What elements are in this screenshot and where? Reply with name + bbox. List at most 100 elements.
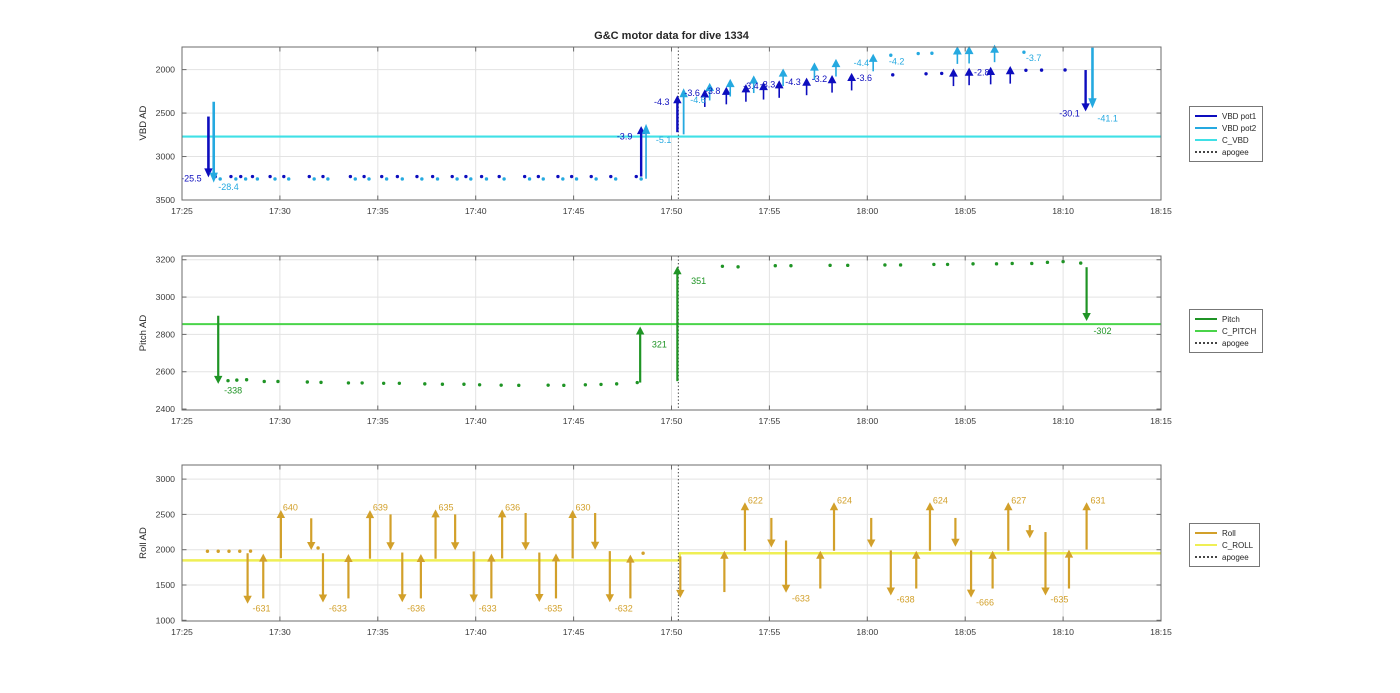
up-triangle-marker-pot1: [986, 66, 996, 75]
x-tick-label: 17:30: [269, 627, 291, 637]
data-dot-pitch: [583, 383, 588, 387]
annotation-label: -638: [897, 595, 915, 605]
move-arrow-head-roll: [276, 510, 286, 519]
annotation-label: 351: [691, 276, 706, 286]
legend-label: C_VBD: [1222, 135, 1249, 145]
move-arrow-head-pitch: [1082, 312, 1091, 321]
move-arrow-head-roll: [365, 510, 375, 519]
data-dot-pot2: [561, 177, 565, 181]
data-dot-pot1: [415, 174, 419, 179]
y-tick-label: 2000: [156, 65, 175, 75]
x-tick-label: 17:55: [759, 627, 781, 637]
vbd-plot: -25.5-28.4-3.9 -5.1-4.3-3.6-4.6-3.8 -3.4 -3…: [156, 44, 1172, 216]
move-arrow-head-roll: [344, 553, 353, 562]
legend-line-sample: [1195, 139, 1217, 141]
data-dot-pot2: [469, 177, 473, 181]
y-tick-label: 3500: [156, 195, 175, 205]
annotation-label: -338: [224, 385, 242, 395]
data-dot-pot1: [250, 174, 255, 179]
legend-line-sample: [1195, 318, 1217, 320]
move-arrow-head-roll: [867, 539, 876, 548]
x-tick-label: 18:05: [954, 416, 976, 426]
data-dot-pot1: [569, 174, 574, 179]
data-dot-pitch: [828, 263, 832, 268]
data-dot-pot1: [634, 174, 638, 179]
x-tick-label: 17:50: [661, 627, 683, 637]
chart-title: G&C motor data for dive 1334: [594, 30, 749, 42]
annotation-label: -41.1: [1097, 114, 1118, 124]
data-dot-pot2: [218, 177, 222, 181]
y-tick-label: 2400: [156, 404, 175, 414]
legend-item-apogee: apogee: [1195, 338, 1256, 348]
legend-line-sample: [1195, 342, 1217, 344]
data-dot-pot2: [916, 51, 920, 56]
pitch-legend: Pitch C_PITCH apogee: [1189, 309, 1264, 353]
data-dot-pitch: [381, 381, 386, 386]
data-dot-pitch: [1079, 261, 1083, 265]
data-dot-roll: [227, 549, 231, 553]
data-dot-roll: [641, 551, 645, 555]
annotation-label: -3.6: [684, 88, 700, 98]
move-arrow-head-roll: [386, 542, 395, 551]
legend-item-c-roll: C_ROLL: [1195, 540, 1253, 550]
move-arrow-head-roll: [767, 539, 776, 548]
annotation-label: -4.4: [854, 58, 870, 68]
data-dot-pitch: [945, 262, 950, 267]
x-tick-label: 17:45: [563, 416, 585, 426]
x-tick-label: 18:00: [856, 416, 878, 426]
move-arrow-head-roll: [243, 595, 252, 604]
legend-item-vbd-pot2: VBD pot2: [1195, 123, 1256, 133]
data-dot-pot2: [384, 177, 389, 181]
data-dot-roll: [238, 549, 242, 553]
annotation-label: -30.1: [1059, 109, 1080, 119]
x-tick-label: 18:15: [1150, 627, 1172, 637]
data-dot-pitch: [546, 383, 550, 387]
data-dot-pot2: [574, 177, 579, 181]
pitch-plot: -338 321 351 -302 17:25 17:30 17:35 17:40 17:45 1…: [156, 255, 1172, 426]
annotation-label: -2.8: [974, 68, 990, 78]
data-dot-pitch: [1061, 259, 1065, 264]
data-dot-pitch: [736, 265, 740, 269]
up-triangle-marker-pot2: [749, 75, 759, 84]
data-dot-pitch: [1045, 260, 1050, 265]
data-dot-pot2: [889, 53, 893, 57]
x-tick-label: 17:25: [171, 627, 193, 637]
legend-label: C_PITCH: [1222, 326, 1257, 336]
move-arrow-head-pot1: [1081, 103, 1090, 112]
annotation-label: -631: [252, 603, 270, 613]
move-arrow-head-roll: [551, 553, 561, 562]
y-tick-label: 3000: [156, 292, 175, 302]
move-arrow-head-roll: [912, 550, 921, 559]
data-dot-pot2: [455, 177, 459, 181]
x-tick-label: 17:45: [563, 206, 585, 216]
data-dot-pot2: [287, 177, 291, 181]
move-arrow-head-roll: [605, 594, 615, 603]
move-arrow-head-roll: [1041, 587, 1050, 596]
move-arrow-head-pot2: [679, 88, 688, 98]
data-dot-pot1: [229, 174, 233, 179]
move-arrow-head-roll: [307, 542, 316, 551]
data-dot-pot2: [527, 177, 532, 181]
annotation-label: -5.1: [656, 135, 672, 145]
legend-line-sample: [1195, 556, 1217, 558]
data-dot-pitch: [846, 263, 850, 268]
data-dot-pot2: [353, 177, 357, 181]
data-dot-pot2: [613, 177, 618, 181]
data-dot-pot1: [589, 174, 593, 179]
data-dot-pot1: [891, 73, 895, 77]
up-triangle-marker-pot1: [847, 72, 857, 82]
move-arrow-head-roll: [450, 542, 460, 551]
data-dot-pitch: [932, 262, 936, 267]
move-arrow-head-roll: [568, 510, 577, 519]
data-dot-pot1: [464, 174, 468, 179]
legend-label: Roll: [1222, 528, 1236, 538]
data-dot-pot2: [484, 177, 489, 181]
data-dot-pot1: [395, 174, 400, 179]
move-arrow-head-roll: [1064, 549, 1074, 558]
data-dot-pot1: [1039, 68, 1044, 72]
x-tick-label: 17:45: [563, 627, 585, 637]
pitch-y-axis-label: Pitch AD: [138, 314, 149, 352]
legend-item-c-vbd: C_VBD: [1195, 135, 1256, 145]
data-dot-pitch: [226, 378, 230, 383]
